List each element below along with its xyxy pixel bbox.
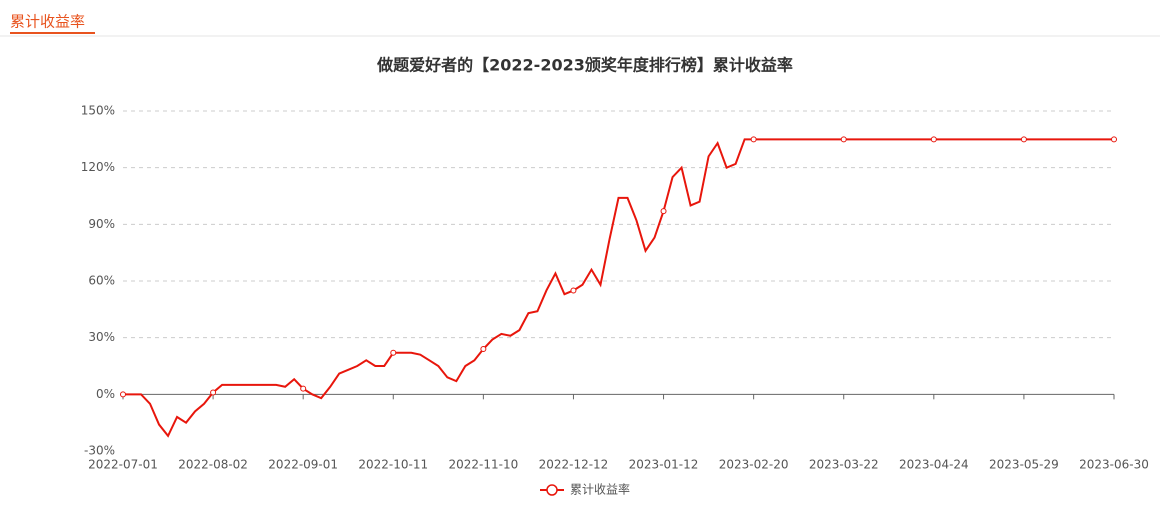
point xyxy=(930,136,937,143)
x-tick-label: 2023-03-22 xyxy=(809,458,879,472)
plot: -30% 0% 30% 60% 90% 120% 150% 2022-07-01 2022-08… xyxy=(81,104,1149,497)
y-tick-label: 30% xyxy=(88,330,115,344)
tab-title[interactable]: 累计收益率 xyxy=(10,13,85,31)
point xyxy=(1020,136,1027,143)
x-tick-label: 2022-10-11 xyxy=(358,458,428,472)
x-tick-label: 2023-01-12 xyxy=(629,458,699,472)
y-tick-label: 120% xyxy=(81,160,115,174)
point xyxy=(390,349,397,356)
y-tick-label: 60% xyxy=(88,274,115,288)
chart-title: 做题爱好者的【2022-2023颁奖年度排行榜】累计收益率 xyxy=(376,56,793,75)
legend-marker xyxy=(546,484,558,496)
legend-label[interactable]: 累计收益率 xyxy=(570,482,630,497)
point xyxy=(660,208,667,215)
x-tick-label: 2022-07-01 xyxy=(88,458,158,472)
point xyxy=(300,385,307,392)
x-tick-label: 2022-08-02 xyxy=(178,458,248,472)
y-tick-label: 150% xyxy=(81,104,115,118)
x-tick-label: 2023-02-20 xyxy=(719,458,789,472)
x-tick-label: 2023-04-24 xyxy=(899,458,969,472)
point xyxy=(480,346,487,352)
y-tick-label: -30% xyxy=(84,444,115,458)
y-tick-label: 90% xyxy=(88,217,115,231)
x-tick-label: 2022-09-01 xyxy=(268,458,338,472)
point xyxy=(840,136,847,143)
point xyxy=(750,136,757,143)
point xyxy=(1111,136,1117,143)
x-tick-label: 2023-05-29 xyxy=(989,458,1059,472)
point xyxy=(210,389,217,396)
point xyxy=(570,287,577,294)
y-tick-label: 0% xyxy=(96,387,115,401)
x-tick-label: 2022-11-10 xyxy=(448,458,518,472)
series-line xyxy=(123,138,1114,438)
x-tick-label: 2023-06-30 xyxy=(1079,458,1149,472)
x-tick-label: 2022-12-12 xyxy=(539,458,609,472)
point xyxy=(120,391,126,398)
